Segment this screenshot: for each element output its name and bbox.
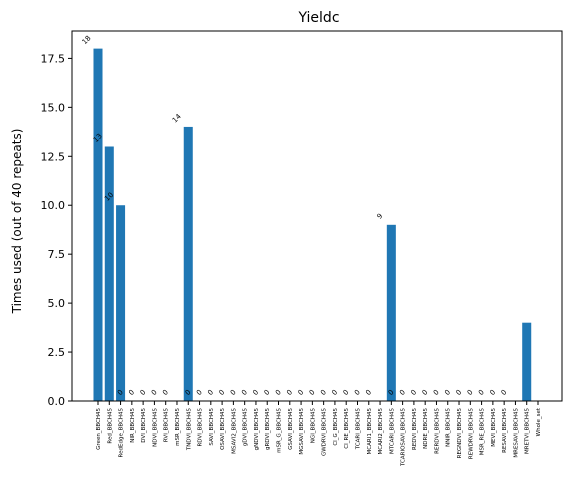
y-tick-label: 12.5 [41, 150, 66, 163]
data-label: 0 [150, 388, 159, 397]
x-tick-label: NGI_BBCH45 [310, 408, 316, 444]
data-label: 0 [330, 388, 339, 397]
data-label: 9 [376, 212, 385, 221]
bar [116, 205, 126, 401]
x-tick-label: MSR_RE_BBCH45 [480, 408, 486, 456]
data-label: 0 [454, 388, 463, 397]
data-label: 0 [229, 388, 238, 397]
data-label: 0 [500, 388, 509, 397]
data-label: 0 [342, 388, 351, 397]
x-tick-label: MRETVI_BBCH45 [525, 408, 531, 454]
x-tick-label: RedEdge_BBCH45 [119, 408, 125, 458]
bar [183, 126, 193, 401]
data-label: 0 [319, 388, 328, 397]
x-tick-label: Red_BBCH45 [107, 408, 113, 444]
x-tick-label: NNIR_BBCH45 [446, 408, 452, 447]
data-label: 0 [127, 388, 136, 397]
y-tick-label: 7.5 [48, 248, 66, 261]
y-tick-label: 10.0 [41, 199, 66, 212]
data-label: 0 [353, 388, 362, 397]
data-label: 0 [421, 388, 430, 397]
x-tick-label: NDRE_BBCH45 [423, 408, 429, 449]
x-tick-label: gDVI_BBCH45 [243, 408, 249, 447]
x-tick-label: Green_BBCH45 [96, 408, 102, 450]
x-tick-label: CI_G_BBCH45 [333, 408, 339, 446]
data-label: 0 [387, 388, 396, 397]
x-tick-label: REWDRVI_BBCH45 [468, 408, 474, 460]
data-label: 10 [103, 191, 115, 203]
x-axis-ticks: Green_BBCH45 Red_BBCH45 RedEdge_BBCH45 NIR_… [96, 401, 542, 467]
x-tick-label: GSAVI_BBCH45 [288, 408, 294, 450]
x-tick-label: TNDVI_BBCH45 [186, 408, 192, 452]
y-tick-label: 2.5 [48, 346, 66, 359]
x-tick-label: OSAVI_BBCH45 [220, 408, 226, 450]
x-tick-label: CI_RE_BBCH45 [344, 408, 350, 449]
data-label: 0 [308, 388, 317, 397]
x-tick-label: DVI_BBCH45 [141, 408, 147, 443]
x-tick-label: MSAVI2_BBCH45 [231, 408, 237, 454]
data-label: 0 [161, 388, 170, 397]
y-axis-label: Times used (out of 40 repeats) [10, 129, 24, 315]
x-tick-label: MGSAVI_BBCH45 [299, 408, 305, 455]
data-label: 0 [184, 388, 193, 397]
data-label: 0 [263, 388, 272, 397]
data-label: 0 [251, 388, 260, 397]
data-label: 0 [240, 388, 249, 397]
x-tick-label: Whole_set [536, 407, 542, 436]
data-label: 0 [195, 388, 204, 397]
data-label: 13 [92, 132, 104, 144]
data-label: 0 [443, 388, 452, 397]
x-tick-label: MCARI2_BBCH45 [378, 408, 384, 455]
x-tick-label: mSR_BBCH45 [175, 408, 181, 446]
bar [522, 322, 532, 401]
x-tick-label: RERDVI_BBCH45 [434, 408, 440, 454]
data-label: 0 [398, 388, 407, 397]
data-label: 0 [297, 388, 306, 397]
x-tick-label: MTCARI_BBCH45 [389, 408, 395, 455]
x-tick-label: NIR_BBCH45 [130, 408, 136, 443]
x-tick-label: RESAVI_BBCH45 [502, 407, 508, 452]
x-tick-label: SAVI_BBCH45 [209, 408, 215, 446]
x-tick-label: MCARI1_BBCH45 [367, 408, 373, 455]
data-label: 0 [218, 388, 227, 397]
x-tick-label: gNDVI_BBCH45 [254, 408, 260, 451]
x-tick-label: MRESAVI_BBCH45 [513, 408, 519, 458]
bar [93, 48, 103, 401]
data-label: 0 [409, 388, 418, 397]
x-tick-label: TCARIOSAVI_BBCH45 [401, 408, 407, 467]
bar [386, 224, 396, 401]
y-tick-label: 0.0 [48, 395, 66, 408]
plot-frame [71, 30, 563, 402]
chart-title: Yieldc [297, 10, 339, 26]
data-label: 0 [116, 388, 125, 397]
x-tick-label: RVI_BBCH45 [164, 408, 170, 443]
x-tick-label: GWDRVI_BBCH45 [322, 408, 328, 457]
y-tick-label: 15.0 [41, 101, 66, 114]
data-label: 0 [466, 388, 475, 397]
x-tick-label: TCARI_BBCH45 [355, 408, 361, 451]
bar [104, 146, 114, 401]
x-tick-label: MEVI_BBCH45 [491, 408, 497, 447]
data-label: 0 [364, 388, 373, 397]
data-label: 0 [274, 388, 283, 397]
x-tick-label: REGNDVI_BBCH45 [457, 408, 463, 459]
bars-group [93, 48, 532, 401]
data-label: 0 [139, 388, 148, 397]
x-tick-label: gRDVI_BBCH45 [265, 408, 271, 451]
x-tick-label: RDVI_BBCH45 [198, 408, 204, 447]
data-label: 0 [477, 388, 486, 397]
data-label: 0 [206, 388, 215, 397]
data-label: 0 [432, 388, 441, 397]
data-label: 0 [285, 388, 294, 397]
y-axis-ticks: 0.0 2.5 5.0 7.5 10.0 12.5 15.0 17.5 [41, 52, 72, 408]
data-label: 0 [488, 388, 497, 397]
x-tick-label: REDVI_BBCH45 [412, 408, 418, 450]
data-label: 18 [81, 34, 93, 46]
y-tick-label: 17.5 [41, 52, 66, 65]
x-tick-label: NDVI_BBCH45 [152, 408, 158, 447]
x-tick-label: mSR_G_BBCH45 [277, 408, 283, 453]
y-tick-label: 5.0 [48, 297, 66, 310]
